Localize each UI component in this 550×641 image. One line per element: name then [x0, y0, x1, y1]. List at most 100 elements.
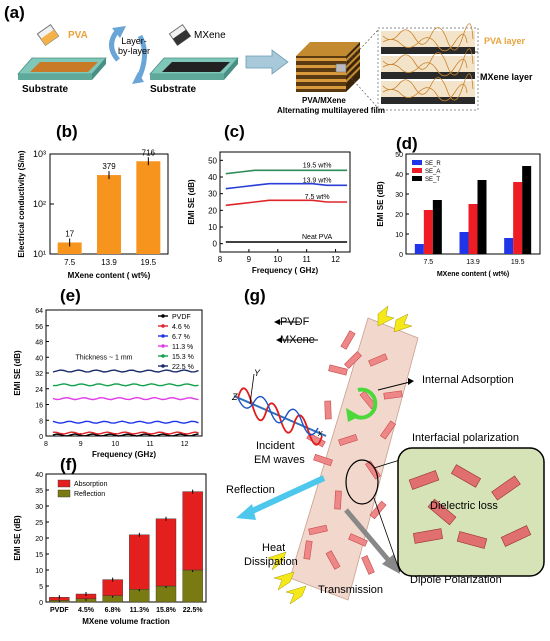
zoom-circle	[345, 459, 379, 505]
substrate-label-1: Substrate	[22, 84, 69, 95]
x-tick-label: 13.9	[101, 258, 117, 267]
panel-g-illustration	[233, 305, 545, 605]
y-tick-label: 10³	[33, 149, 46, 159]
x-tick-label: 6.8%	[105, 607, 122, 614]
x-tick-label: 11.3%	[130, 607, 150, 614]
mxene-flake	[334, 490, 342, 510]
legend-label: 6.7 %	[172, 334, 190, 341]
series-line	[225, 182, 348, 190]
bar	[423, 210, 433, 254]
mxene-flake	[338, 433, 358, 447]
mxene-flake	[328, 364, 348, 376]
legend-marker	[161, 364, 165, 368]
x-tick-label: 8	[218, 255, 223, 264]
bar	[459, 232, 469, 254]
panel-c-letter: (c)	[224, 122, 245, 141]
axis-y-label: Y	[254, 368, 261, 378]
legend-marker	[161, 354, 165, 358]
film-caption-2: Alternating multilayered film	[277, 106, 386, 115]
panel-a-illustration	[17, 23, 479, 111]
legend-swatch	[412, 160, 422, 165]
series-line	[52, 420, 199, 424]
y-tick-label: 10²	[33, 199, 46, 209]
zoom-flake	[412, 528, 444, 544]
film-caption-1: PVA/MXene	[302, 96, 346, 105]
y-tick-label: 64	[35, 308, 43, 315]
x-tick-label: 11	[303, 255, 312, 264]
bar-segment	[155, 585, 177, 603]
legend-marker	[161, 314, 165, 318]
y-tick-label: 30	[395, 192, 403, 199]
legend-label: SE_R	[425, 161, 441, 167]
zoom-flake	[408, 470, 440, 490]
bar	[136, 161, 161, 254]
y-tick-label: 40	[35, 355, 43, 362]
reflection-arrow-icon	[236, 475, 326, 520]
panel-b-letter: (b)	[56, 122, 78, 141]
legend-label: SE_T	[425, 177, 440, 183]
mxene-coating	[162, 62, 230, 72]
incident-label-1: Incident	[256, 440, 295, 452]
mxene-flake	[348, 533, 368, 547]
mxene-beaker-icon	[168, 23, 192, 47]
series-label: 19.5 wt%	[303, 162, 332, 169]
chart-f: 0 5 10 15 20 25 30 35 40 PVDF 4.5% 6.8% 11.3% 15.8% 22…	[13, 472, 207, 626]
data-label: 17	[65, 229, 74, 238]
y-tick-label: 8	[39, 418, 43, 425]
y-tick-label: 40	[395, 172, 403, 179]
legend-swatch	[57, 489, 71, 498]
incident-wave	[233, 373, 327, 446]
y-tick-label: 56	[35, 324, 43, 331]
incident-label-2: EM waves	[254, 454, 305, 466]
zoom-flake	[450, 464, 482, 488]
legend-swatch	[57, 479, 71, 488]
y-tick-label: 50	[208, 156, 217, 165]
internal-adsorption-label: Internal Adsorption	[422, 374, 514, 386]
mxene-flake	[313, 453, 333, 467]
mxene-flake	[361, 555, 375, 575]
reflection-label: Reflection	[226, 484, 275, 496]
y-tick-label: 0	[39, 434, 43, 441]
x-axis-label: Frequency ( GHz)	[252, 266, 319, 275]
mxene-flake	[379, 420, 397, 440]
cycle-arrows-icon	[109, 26, 147, 84]
legend-swatch	[412, 168, 422, 173]
bar	[97, 175, 121, 254]
series-line	[52, 396, 199, 401]
axis-x-label: x	[318, 428, 323, 438]
panel-f-letter: (f)	[60, 455, 77, 474]
pva-label: PVA	[68, 30, 88, 41]
series-line	[52, 383, 199, 387]
y-tick-label: 30	[208, 190, 217, 199]
mxene-label-g: MXene	[280, 334, 315, 346]
y-tick-label: 10¹	[33, 249, 46, 259]
x-tick-label: 8	[44, 441, 48, 448]
x-tick-label: 19.5	[511, 259, 525, 266]
plot-frame	[219, 151, 351, 253]
pva-coating	[30, 62, 98, 72]
zoom-box	[397, 447, 545, 577]
series-line	[225, 169, 348, 175]
mxene-flake	[324, 400, 332, 420]
internal-adsorption-arrow-icon	[350, 387, 378, 420]
y-axis-label: EMI SE (dB)	[13, 515, 22, 561]
bar	[477, 180, 487, 254]
dipole-polarization-label: Dipole Polarization	[410, 574, 502, 586]
x-tick-label: 9	[247, 255, 252, 264]
legend-label: 22.5 %	[172, 364, 194, 371]
dielectric-loss-label: Dielectric loss	[430, 500, 498, 512]
mxene-flake	[303, 540, 313, 560]
interfacial-polarization-label: Interfacial polarization	[412, 432, 520, 444]
mxene-flake	[306, 432, 326, 448]
x-tick-label: 12	[181, 441, 189, 448]
y-tick-label: 50	[395, 152, 403, 159]
y-tick-label: 15	[35, 552, 43, 559]
y-tick-label: 24	[35, 387, 43, 394]
legend-label: 15.3 %	[172, 354, 194, 361]
zoom-flake	[456, 531, 488, 549]
mxene-flake	[308, 524, 328, 536]
heat-label-1: Heat	[262, 542, 286, 554]
y-tick-label: 40	[208, 173, 217, 182]
layer-by-layer-label: Layer- by-layer	[118, 36, 151, 56]
